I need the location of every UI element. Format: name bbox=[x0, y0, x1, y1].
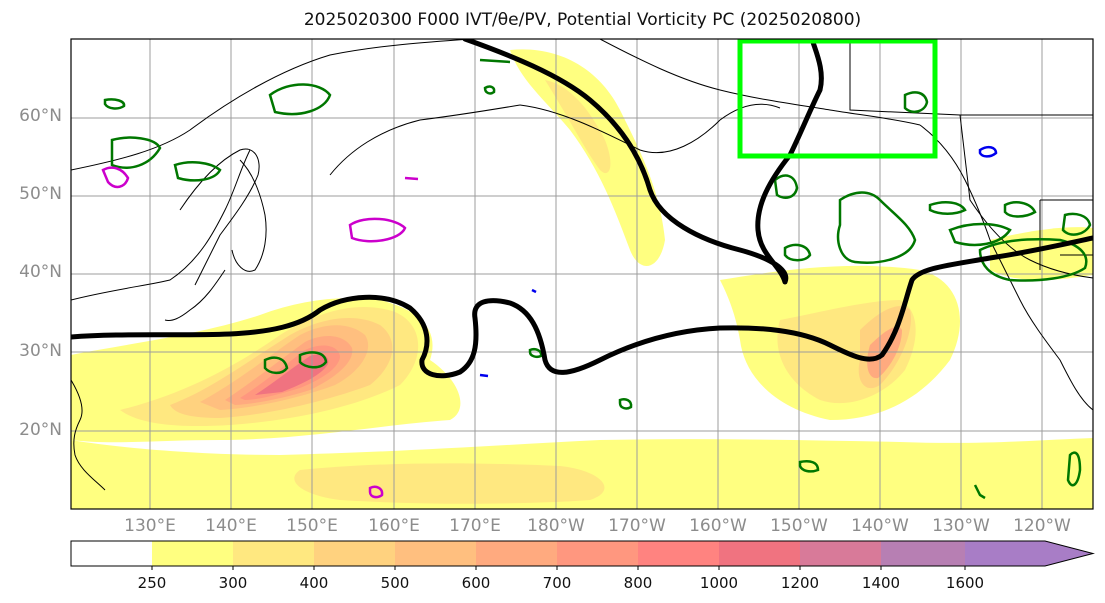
lon-label-140e: 140°E bbox=[205, 516, 257, 536]
colorbar-tick-label: 250 bbox=[137, 574, 167, 592]
lat-label-60n: 60°N bbox=[19, 106, 62, 126]
lon-label-180w: 180°W bbox=[527, 516, 585, 536]
lat-label-30n: 30°N bbox=[19, 341, 62, 361]
colorbar-swatch bbox=[152, 541, 233, 566]
colorbar-tick-label: 1000 bbox=[699, 574, 739, 592]
lon-label-160e: 160°E bbox=[368, 516, 420, 536]
ivt-shading bbox=[71, 49, 1093, 509]
lon-label-170e: 170°E bbox=[449, 516, 501, 536]
lon-label-120w: 120°W bbox=[1013, 516, 1071, 536]
colorbar-tick-label: 600 bbox=[461, 574, 491, 592]
black-contour bbox=[71, 39, 1093, 379]
coastlines bbox=[71, 39, 1093, 491]
colorbar-swatch bbox=[557, 541, 638, 566]
colorbar-swatch bbox=[881, 541, 965, 566]
colorbar bbox=[70, 540, 1095, 570]
colorbar-tick-label: 1600 bbox=[945, 574, 985, 592]
colorbar-swatch bbox=[71, 541, 152, 566]
colorbar-swatch bbox=[638, 541, 719, 566]
lon-label-140w: 140°W bbox=[851, 516, 909, 536]
colorbar-tick-label: 800 bbox=[623, 574, 653, 592]
colorbar-swatch bbox=[314, 541, 395, 566]
colorbar-tick-label: 1200 bbox=[780, 574, 820, 592]
lon-label-130e: 130°E bbox=[124, 516, 176, 536]
colorbar-tick-label: 700 bbox=[542, 574, 572, 592]
map-gridlines bbox=[71, 39, 1093, 509]
lat-label-40n: 40°N bbox=[19, 262, 62, 282]
colorbar-tick-label: 300 bbox=[218, 574, 248, 592]
lon-label-160w: 160°W bbox=[689, 516, 747, 536]
map-frame bbox=[70, 38, 1094, 510]
lon-label-150e: 150°E bbox=[286, 516, 338, 536]
colorbar-tick-label: 500 bbox=[380, 574, 410, 592]
lat-label-20n: 20°N bbox=[19, 420, 62, 440]
lon-label-150w: 150°W bbox=[770, 516, 828, 536]
highlight-box bbox=[737, 38, 938, 159]
colorbar-swatch bbox=[395, 541, 476, 566]
lon-label-130w: 130°W bbox=[932, 516, 990, 536]
colorbar-extend-arrow bbox=[965, 541, 1093, 566]
lat-label-50n: 50°N bbox=[19, 184, 62, 204]
colorbar-swatch bbox=[800, 541, 881, 566]
colorbar-swatch bbox=[719, 541, 800, 566]
pv-contours bbox=[101, 58, 1092, 500]
colorbar-tick-label: 1400 bbox=[861, 574, 901, 592]
colorbar-swatch bbox=[476, 541, 557, 566]
colorbar-swatch bbox=[233, 541, 314, 566]
plot-title: 2025020300 F000 IVT/θe/PV, Potential Vor… bbox=[303, 10, 862, 30]
lon-label-170w: 170°W bbox=[608, 516, 666, 536]
colorbar-tick-label: 400 bbox=[299, 574, 329, 592]
